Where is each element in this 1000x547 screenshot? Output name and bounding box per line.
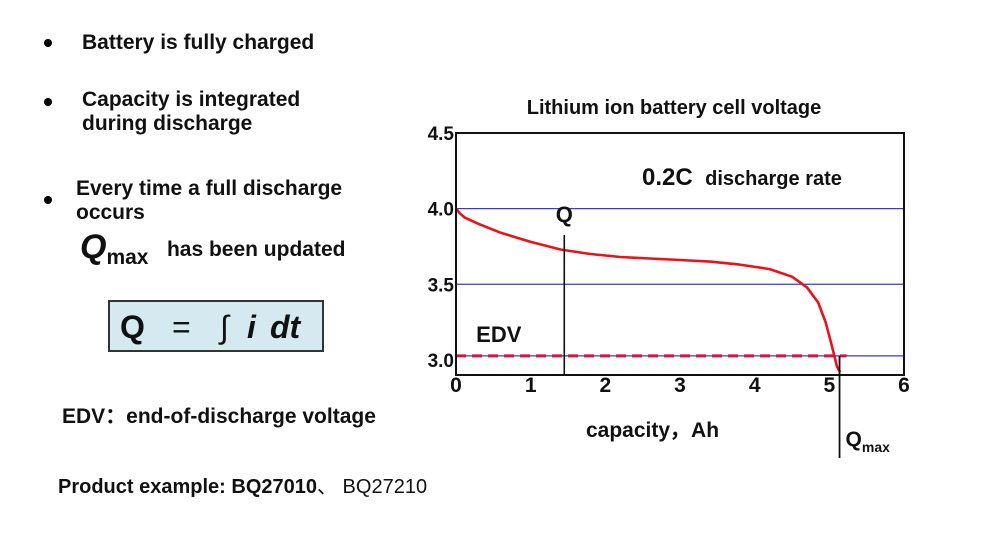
x-tick-label: 2 bbox=[599, 374, 611, 397]
qmax-marker-symbol: Q bbox=[846, 428, 862, 451]
q-marker-label: Q bbox=[556, 202, 573, 227]
chart-subtitle-rest: discharge rate bbox=[705, 168, 842, 190]
product-example-rest: BQ27210 bbox=[337, 476, 428, 498]
bullet-dot-1 bbox=[44, 39, 52, 47]
x-axis-label: capacity，Ah bbox=[586, 419, 719, 442]
qmax-marker-label: Qmax bbox=[846, 428, 891, 455]
product-example: Product example: BQ27010、 BQ27210 bbox=[58, 475, 427, 499]
x-tick-label: 5 bbox=[823, 374, 835, 397]
chart-title: Lithium ion battery cell voltage bbox=[527, 97, 822, 119]
bullet-2-line-1: Capacity is integrated bbox=[82, 88, 301, 111]
formula-lhs: Q bbox=[120, 309, 145, 345]
y-tick-label: 3.0 bbox=[428, 351, 454, 372]
qmax-subscript: max bbox=[106, 246, 149, 269]
qmax-symbol: Q bbox=[80, 228, 107, 266]
x-tick-label: 1 bbox=[525, 374, 537, 397]
formula-i: i bbox=[247, 309, 256, 345]
y-tick-label: 4.0 bbox=[428, 200, 454, 221]
qmax-marker-subscript: max bbox=[862, 439, 890, 455]
bullet-dot-2 bbox=[44, 98, 52, 106]
bullet-2-line-2: during discharge bbox=[82, 112, 253, 135]
y-tick-label: 4.5 bbox=[428, 124, 455, 145]
x-tick-label: 3 bbox=[674, 374, 686, 397]
product-example-label: Product example: BQ27010 bbox=[58, 476, 317, 498]
edv-note: EDV：end-of-discharge voltage bbox=[62, 405, 376, 428]
formula-eq: = bbox=[172, 309, 191, 345]
y-tick-label: 3.5 bbox=[428, 275, 455, 296]
chart-subtitle: 0.2C discharge rate bbox=[642, 164, 842, 191]
bullet-dot-3 bbox=[44, 196, 52, 204]
formula-dt: dt bbox=[270, 309, 301, 345]
product-example-sep: 、 bbox=[317, 476, 337, 498]
edv-label: EDV bbox=[476, 322, 522, 347]
x-tick-label: 4 bbox=[749, 374, 761, 397]
bullet-3-line-1: Every time a full discharge bbox=[76, 177, 343, 200]
qmax-note-text: has been updated bbox=[166, 238, 346, 261]
plot-frame bbox=[455, 132, 905, 376]
bullet-3-line-2: occurs bbox=[76, 201, 145, 224]
series-line bbox=[454, 207, 842, 373]
formula-box: Q = ∫ i dt bbox=[108, 300, 324, 352]
bullet-1-text: Battery is fully charged bbox=[82, 31, 315, 54]
x-tick-label: 6 bbox=[898, 374, 910, 397]
x-tick-label: 0 bbox=[450, 374, 462, 397]
qmax-note: Qmax has been updated bbox=[80, 228, 346, 269]
chart-subtitle-rate: 0.2C bbox=[642, 164, 693, 191]
formula-integral: ∫ bbox=[220, 309, 229, 345]
